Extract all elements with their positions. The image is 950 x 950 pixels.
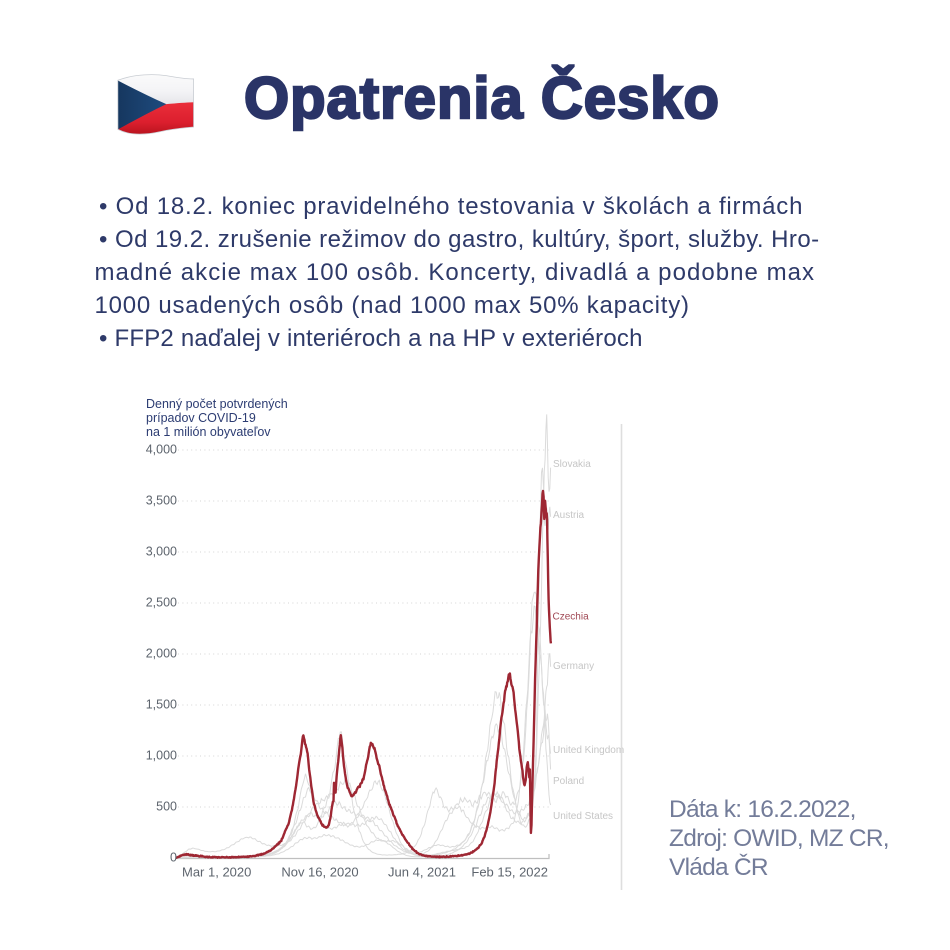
svg-text:0: 0 <box>170 851 177 865</box>
svg-text:Germany: Germany <box>553 661 594 672</box>
svg-text:prípadov COVID-19: prípadov COVID-19 <box>146 411 256 425</box>
svg-text:na 1 milión obyvateľov: na 1 milión obyvateľov <box>146 425 271 439</box>
svg-text:Austria: Austria <box>553 510 585 521</box>
svg-text:2,000: 2,000 <box>146 647 177 661</box>
svg-text:1,000: 1,000 <box>146 749 177 763</box>
svg-text:Slovakia: Slovakia <box>553 459 591 470</box>
svg-text:4,000: 4,000 <box>146 443 177 457</box>
svg-text:Czechia: Czechia <box>553 612 590 623</box>
svg-text:Poland: Poland <box>553 776 584 787</box>
svg-text:500: 500 <box>156 800 177 814</box>
svg-text:2,500: 2,500 <box>146 596 177 610</box>
svg-text:3,500: 3,500 <box>146 494 177 508</box>
svg-text:Denný počet potvrdených: Denný počet potvrdených <box>146 397 288 411</box>
svg-text:Nov 16, 2020: Nov 16, 2020 <box>281 865 358 880</box>
svg-text:1,500: 1,500 <box>146 698 177 712</box>
svg-text:Mar 1, 2020: Mar 1, 2020 <box>182 865 251 880</box>
svg-text:Feb 15, 2022: Feb 15, 2022 <box>471 865 548 880</box>
svg-text:3,000: 3,000 <box>146 545 177 559</box>
svg-text:United Kingdom: United Kingdom <box>553 745 624 756</box>
svg-text:United States: United States <box>553 811 613 822</box>
svg-text:Jun 4, 2021: Jun 4, 2021 <box>388 865 456 880</box>
